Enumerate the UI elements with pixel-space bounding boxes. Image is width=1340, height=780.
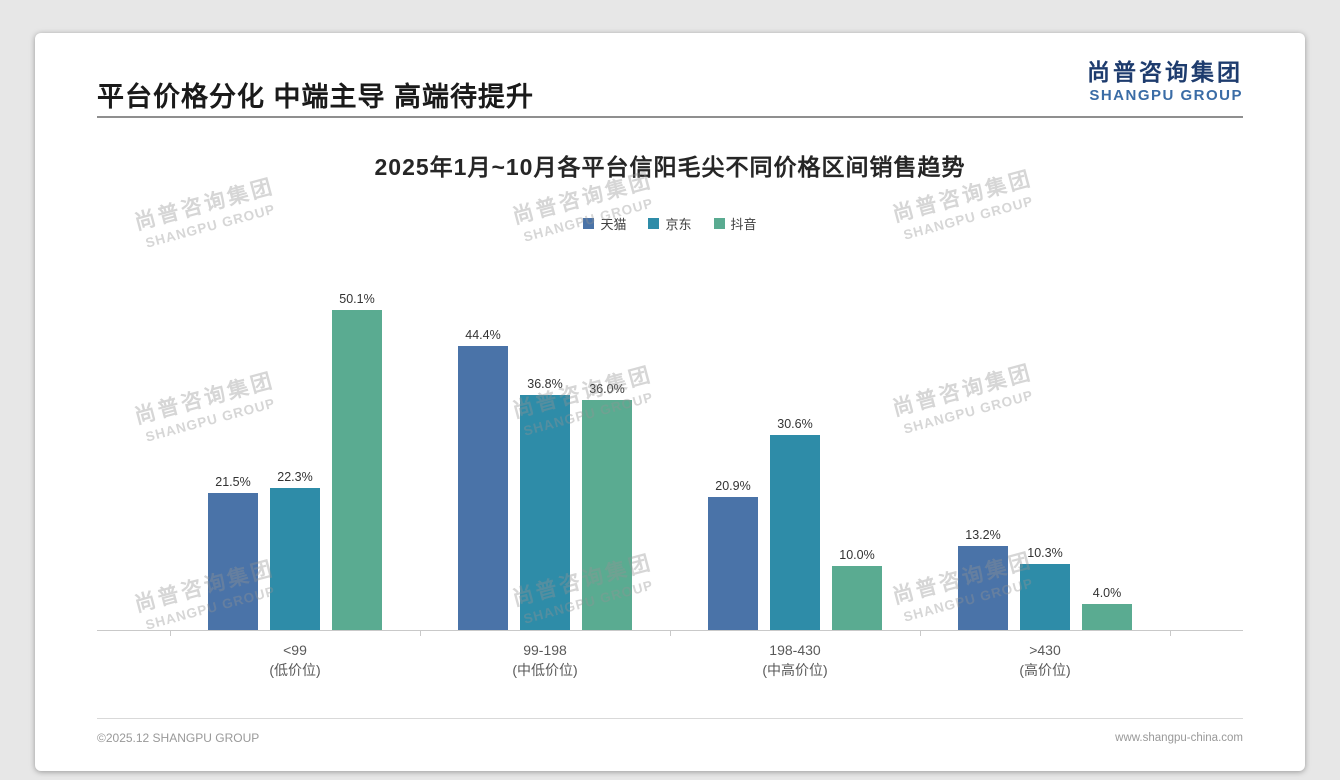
bar-group: 44.4% 36.8% 36.0% [420, 286, 670, 630]
bar-group: 20.9% 30.6% 10.0% [670, 286, 920, 630]
page-title: 平台价格分化 中端主导 高端待提升 [97, 82, 535, 112]
bar-wrapper: 21.5% [208, 475, 258, 630]
bar-value-label: 36.0% [589, 382, 625, 396]
bar-value-label: 22.3% [277, 469, 313, 484]
bar-chart: 21.5% 22.3% 50.1% 44.4% 36.8% 36.0% 20.9% 30.6%… [97, 286, 1243, 681]
x-axis-label-tier: (高价位) [1019, 662, 1071, 679]
legend-label: 天猫 [600, 217, 627, 232]
bar-value-label: 30.6% [777, 416, 813, 431]
legend-item: 京东 [648, 214, 692, 233]
slide: 平台价格分化 中端主导 高端待提升 尚普咨询集团 SHANGPU GROUP 2… [35, 33, 1305, 771]
axis-tick [420, 631, 421, 636]
legend-label: 京东 [665, 217, 692, 232]
x-axis-label-range: 99-198 [523, 642, 567, 658]
bar-group: 13.2% 10.3% 4.0% [920, 286, 1170, 630]
bar [708, 496, 758, 630]
axis-tick [920, 631, 921, 636]
bar [582, 400, 632, 630]
bar-wrapper: 30.6% [770, 416, 820, 630]
company-logo: 尚普咨询集团 SHANGPU GROUP [1087, 59, 1243, 105]
axis-tick [1170, 631, 1171, 636]
bar-wrapper: 20.9% [708, 478, 758, 630]
logo-chinese-text: 尚普咨询集团 [1087, 59, 1243, 85]
x-axis-label: <99 (低价位) [170, 631, 420, 681]
x-axis-label-range: >430 [1029, 642, 1061, 658]
x-axis-label: 99-198 (中低价位) [420, 631, 670, 681]
slide-footer: ©2025.12 SHANGPU GROUP www.shangpu-china… [97, 718, 1243, 745]
copyright-text: ©2025.12 SHANGPU GROUP [97, 731, 260, 745]
x-axis-label: 198-430 (中高价位) [670, 631, 920, 681]
chart-title: 2025年1月~10月各平台信阳毛尖不同价格区间销售趋势 [374, 154, 966, 180]
x-axis-label-tier: (中高价位) [762, 662, 828, 679]
x-axis: <99 (低价位) 99-198 (中低价位) 198-430 (中高价位) >430 (高价… [97, 631, 1243, 681]
bar [270, 487, 320, 630]
x-axis-label-range: 198-430 [769, 642, 821, 658]
bar-wrapper: 13.2% [958, 528, 1008, 630]
bar [958, 545, 1008, 630]
legend-item: 抖音 [713, 214, 757, 233]
bar-group: 21.5% 22.3% 50.1% [170, 286, 420, 630]
title-divider [97, 116, 1243, 118]
bar-value-label: 13.2% [965, 527, 1001, 542]
x-axis-label-tier: (低价位) [269, 662, 321, 679]
slide-header: 平台价格分化 中端主导 高端待提升 尚普咨询集团 SHANGPU GROUP [97, 59, 1243, 114]
bar-wrapper: 10.0% [832, 548, 882, 630]
chart-plot-area: 21.5% 22.3% 50.1% 44.4% 36.8% 36.0% 20.9% 30.6%… [97, 286, 1243, 631]
logo-english-text: SHANGPU GROUP [1089, 86, 1243, 104]
x-axis-label-range: <99 [283, 642, 307, 658]
bar-value-label: 50.1% [339, 291, 375, 306]
axis-tick [170, 631, 171, 636]
legend-swatch [648, 218, 660, 229]
bar [520, 394, 570, 630]
x-axis-label: >430 (高价位) [920, 631, 1170, 681]
website-url: www.shangpu-china.com [1115, 732, 1243, 744]
bar-value-label: 10.3% [1027, 546, 1063, 561]
bar-wrapper: 36.8% [520, 377, 570, 630]
bar-wrapper: 22.3% [270, 469, 320, 630]
bar [332, 309, 382, 630]
bar [770, 434, 820, 630]
bar-wrapper: 10.3% [1020, 546, 1070, 630]
bar-value-label: 21.5% [215, 474, 251, 489]
bar-value-label: 20.9% [715, 478, 751, 493]
bar-value-label: 44.4% [465, 328, 501, 343]
chart-legend: 天猫 京东 抖音 [35, 214, 1305, 233]
axis-tick [670, 631, 671, 636]
bar-value-label: 4.0% [1092, 586, 1122, 601]
legend-swatch [713, 218, 725, 229]
bar [832, 566, 882, 630]
bar [208, 492, 258, 630]
bar [1020, 564, 1070, 630]
legend-swatch [583, 218, 595, 229]
bar-value-label: 36.8% [527, 376, 563, 391]
legend-label: 抖音 [730, 217, 757, 232]
bar-wrapper: 50.1% [332, 292, 382, 630]
x-axis-label-tier: (中低价位) [512, 662, 578, 679]
bar-wrapper: 44.4% [458, 328, 508, 630]
bar-value-label: 10.0% [839, 548, 875, 563]
bar [458, 346, 508, 630]
legend-item: 天猫 [583, 214, 626, 233]
bar-wrapper: 36.0% [582, 382, 632, 630]
bar-wrapper: 4.0% [1082, 586, 1132, 630]
bar [1082, 604, 1132, 630]
